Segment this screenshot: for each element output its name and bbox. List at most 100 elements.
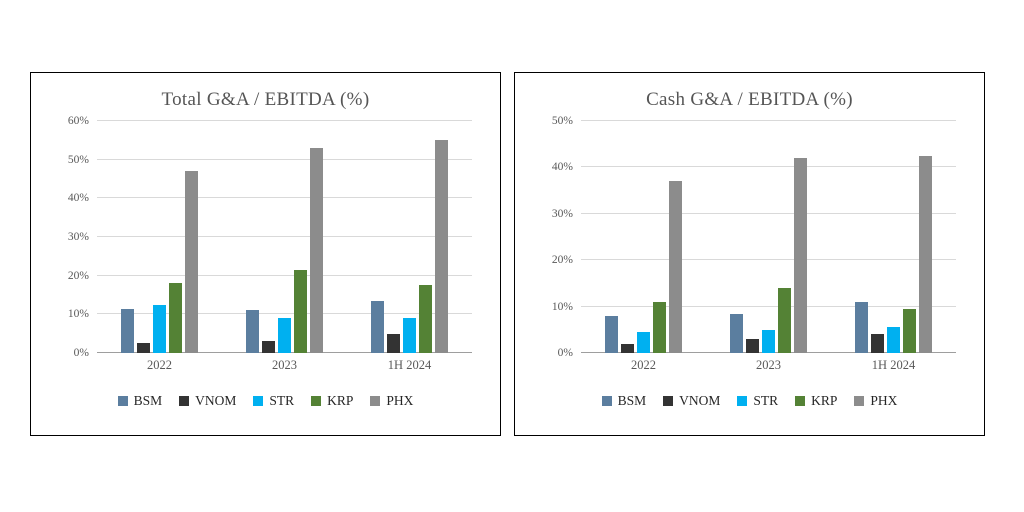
bar-vnom [621, 343, 634, 353]
gridline [581, 120, 956, 121]
gridline [581, 166, 956, 168]
bar-bsm [605, 315, 618, 353]
plot-area: 0% 10% 20% 30% 40% 50% 60% [68, 115, 472, 359]
bar-vnom [387, 333, 400, 353]
legend-swatch-vnom [663, 396, 674, 406]
bar-bsm [371, 300, 384, 353]
gridline [581, 259, 956, 261]
gridline [97, 197, 472, 199]
x-axis-label: 1H 2024 [871, 358, 916, 372]
chart-total-ga-ebitda: Total G&A / EBITDA (%) 0% 10% 20% 30% 40% 50% 6… [45, 89, 486, 409]
y-tick-label: 50% [551, 115, 573, 127]
gridline [97, 313, 472, 315]
legend-item-krp: KRP [795, 393, 837, 409]
legend-item-krp: KRP [311, 393, 353, 409]
y-tick-label: 30% [551, 207, 573, 220]
legend: BSM VNOM STR KRP PHX [45, 393, 486, 409]
bar-vnom [746, 339, 759, 353]
chart-cash-ga-ebitda: Cash G&A / EBITDA (%) 0% 10% 20% 30% 40% 50% 20… [529, 89, 970, 409]
gridline [97, 236, 472, 237]
legend-item-vnom: VNOM [663, 393, 720, 409]
y-tick-label: 40% [67, 192, 89, 205]
bar-phx [919, 155, 932, 353]
legend-swatch-str [253, 396, 264, 406]
bar-krp [294, 269, 307, 353]
legend-label-str: STR [269, 393, 295, 408]
bars-layer [581, 121, 956, 353]
gridline [581, 305, 956, 307]
legend-swatch-krp [795, 396, 806, 406]
category-group-2022 [581, 121, 706, 353]
bar-krp [778, 288, 791, 353]
y-tick-label: 60% [67, 115, 89, 127]
x-axis-label: 2023 [272, 358, 297, 372]
y-tick-label: 0% [73, 347, 89, 359]
x-axis-label: 2022 [631, 358, 656, 372]
bar-krp [653, 301, 666, 353]
bar-str [153, 304, 166, 353]
bar-phx [185, 171, 198, 353]
legend-swatch-vnom [179, 396, 190, 406]
legend-item-str: STR [737, 393, 778, 409]
y-tick-label: 10% [551, 300, 573, 313]
legend-item-phx: PHX [370, 393, 413, 409]
legend-label-bsm: BSM [133, 393, 163, 408]
legend-label-krp: KRP [811, 393, 838, 408]
y-tick-label: 30% [67, 231, 89, 243]
legend-label-vnom: VNOM [195, 393, 237, 408]
legend-swatch-phx [854, 396, 865, 406]
y-tick-label: 50% [67, 153, 89, 166]
bars-layer [97, 121, 472, 353]
bar-bsm [121, 308, 134, 353]
category-group-1h-2024 [831, 121, 956, 353]
plot-area: 0% 10% 20% 30% 40% 50% [552, 115, 956, 359]
legend-label-phx: PHX [386, 393, 414, 408]
bar-str [637, 332, 650, 353]
category-group-2022 [97, 121, 222, 353]
y-tick-label: 0% [557, 347, 573, 359]
y-tick-label: 20% [67, 269, 89, 282]
gridline [97, 120, 472, 121]
legend-swatch-krp [311, 396, 322, 406]
y-tick-label: 20% [551, 254, 573, 267]
bar-bsm [855, 301, 868, 353]
x-axis-labels: 2022 2023 1H 2024 [97, 358, 472, 373]
chart-title: Cash G&A / EBITDA (%) [646, 89, 853, 110]
bar-phx [310, 148, 323, 353]
legend-item-phx: PHX [854, 393, 897, 409]
legend-label-phx: PHX [870, 393, 898, 408]
bar-krp [169, 283, 182, 353]
legend-item-vnom: VNOM [179, 393, 236, 409]
bar-str [278, 318, 291, 353]
y-tick-label: 10% [67, 308, 89, 321]
category-group-2023 [706, 121, 831, 353]
category-group-1h-2024 [347, 121, 472, 353]
legend-item-bsm: BSM [601, 393, 646, 409]
bar-krp [419, 285, 432, 353]
bar-str [887, 327, 900, 353]
gridline [97, 158, 472, 160]
legend-label-krp: KRP [327, 393, 354, 408]
legend-swatch-str [737, 396, 748, 406]
y-tick-label: 40% [551, 161, 573, 174]
legend-swatch-bsm [117, 396, 128, 406]
legend-label-vnom: VNOM [679, 393, 721, 408]
gridline [581, 212, 956, 214]
legend-item-bsm: BSM [117, 393, 163, 409]
legend-label-str: STR [753, 393, 779, 408]
bar-vnom [871, 334, 884, 353]
legend-swatch-bsm [601, 396, 612, 406]
bar-vnom [262, 341, 275, 353]
chart-title: Total G&A / EBITDA (%) [161, 89, 370, 110]
gridline [97, 274, 472, 276]
x-axis-labels: 2022 2023 1H 2024 [581, 358, 956, 373]
chart-panel-cash-ga-ebitda: Cash G&A / EBITDA (%) 0% 10% 20% 30% 40% 50% 20… [514, 72, 985, 436]
bar-krp [903, 308, 916, 353]
x-axis-label: 1H 2024 [387, 358, 432, 372]
bar-str [403, 318, 416, 353]
bar-bsm [246, 310, 259, 353]
bar-vnom [137, 343, 150, 353]
bar-str [762, 329, 775, 353]
legend: BSM VNOM STR KRP PHX [529, 393, 970, 409]
legend-swatch-phx [370, 396, 381, 406]
